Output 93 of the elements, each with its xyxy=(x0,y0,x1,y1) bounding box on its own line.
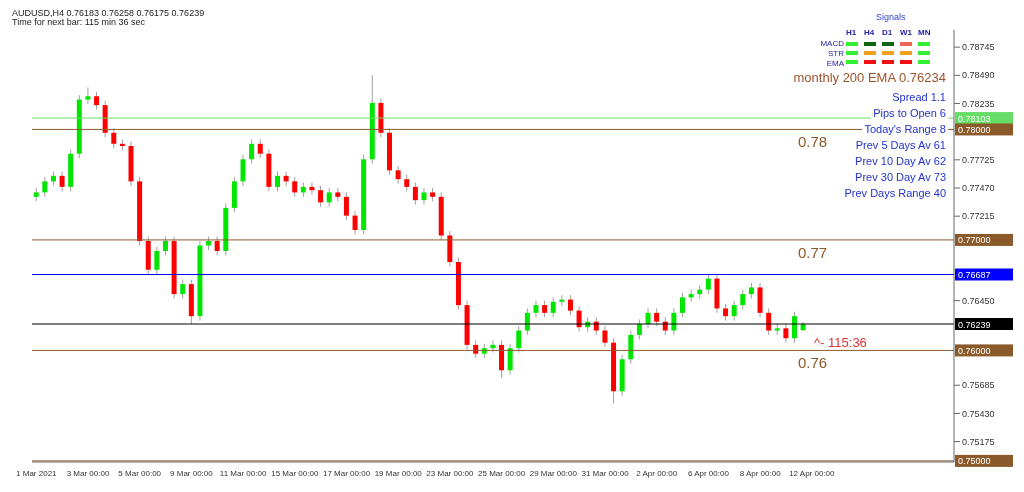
candlestick xyxy=(111,127,117,149)
ref-line-label: 0.78000 xyxy=(958,124,991,135)
x-tick-label: 1 Mar 2021 xyxy=(16,468,58,478)
x-tick-label: 15 Mar 00:00 xyxy=(271,468,319,478)
candlestick xyxy=(524,307,530,336)
annotation: MN xyxy=(918,28,931,37)
annotation: Prev Days Range 40 xyxy=(842,187,948,199)
ref-line-label: 0.75000 xyxy=(958,456,991,467)
x-tick-label: 19 Mar 00:00 xyxy=(374,468,423,478)
annotation: H4 xyxy=(864,28,875,37)
candlestick xyxy=(326,187,332,208)
chart-title: AUDUSD,H4 0.76183 0.76258 0.76175 0.76239 xyxy=(12,8,205,18)
candlestick xyxy=(249,138,255,165)
chart-subtitle: Time for next bar: 115 min 36 sec xyxy=(12,17,146,27)
y-tick-label: 0.78745 xyxy=(962,42,995,53)
candlestick xyxy=(154,246,160,275)
y-tick-label: 0.77725 xyxy=(962,155,995,166)
annotation: Spread 1.1 xyxy=(890,91,948,103)
ref-line-label: 0.76239 xyxy=(958,319,991,330)
y-tick-label: 0.75685 xyxy=(962,380,995,391)
ref-line-label: 0.76000 xyxy=(958,345,991,356)
annotation: EMA xyxy=(826,59,844,69)
x-tick-label: 3 Mar 00:00 xyxy=(66,468,110,478)
candlestick xyxy=(550,296,556,318)
annotation: MACD xyxy=(820,39,844,49)
candlestick xyxy=(602,325,608,348)
annotation: W1 xyxy=(900,28,912,37)
annotation: Today's Range 8 xyxy=(862,123,948,135)
candlestick xyxy=(352,210,358,235)
x-tick-label: 25 Mar 00:00 xyxy=(478,468,526,478)
ref-line-label: 0.76687 xyxy=(958,270,991,281)
x-tick-label: 8 Apr 00:00 xyxy=(739,468,782,478)
candlestick xyxy=(162,236,168,256)
candlestick xyxy=(292,176,298,198)
annotation: Prev 30 Day Av 73 xyxy=(853,171,948,183)
x-tick-label: 29 Mar 00:00 xyxy=(529,468,578,478)
annotation: 0.76 xyxy=(798,354,828,372)
candlestick xyxy=(85,86,91,105)
text: Signals xyxy=(876,12,906,22)
candlestick xyxy=(214,236,220,256)
y-tick-label: 0.77470 xyxy=(962,183,995,194)
x-tick-label: 9 Mar 00:00 xyxy=(170,468,214,478)
candlestick xyxy=(783,323,789,344)
y-tick-label: 0.78490 xyxy=(962,70,995,81)
candlestick xyxy=(567,294,573,316)
candlestick xyxy=(42,176,48,198)
candlestick xyxy=(318,185,324,208)
annotation: 0.77 xyxy=(798,243,828,261)
annotation: D1 xyxy=(882,28,893,37)
candlestick xyxy=(343,191,349,221)
annotation: monthly 200 EMA 0.76234 xyxy=(793,70,946,85)
candlestick xyxy=(507,343,513,376)
candlestick xyxy=(792,311,797,344)
candlestick xyxy=(679,292,685,318)
x-tick-label: 12 Apr 00:00 xyxy=(789,468,836,478)
candlestick xyxy=(59,170,65,192)
x-tick-label: 2 Apr 00:00 xyxy=(636,468,678,478)
x-tick-label: 6 Apr 00:00 xyxy=(687,468,730,478)
candlestick xyxy=(274,170,280,192)
annotation: Pips to Open 6 xyxy=(871,107,948,119)
x-tick-label: 5 Mar 00:00 xyxy=(118,468,162,478)
annotation: Prev 5 Days Av 61 xyxy=(853,139,948,151)
candlestick xyxy=(180,279,186,299)
x-tick-label: 23 Mar 00:00 xyxy=(426,468,475,478)
candlestick xyxy=(421,187,427,206)
y-tick-label: 0.77215 xyxy=(962,211,995,222)
x-tick-label: 31 Mar 00:00 xyxy=(581,468,630,478)
annotation: H1 xyxy=(846,28,857,37)
y-tick-label: 0.75430 xyxy=(962,408,995,419)
candlestick xyxy=(240,154,246,187)
candlestick xyxy=(516,325,522,354)
candlestick xyxy=(645,307,651,329)
y-tick-label: 0.76450 xyxy=(962,295,995,306)
candlestick xyxy=(636,318,642,340)
annotation: Prev 10 Day Av 62 xyxy=(853,155,948,167)
candlestick xyxy=(731,300,737,322)
x-tick-label: 17 Mar 00:00 xyxy=(322,468,371,478)
annotation: ^- 115:36 xyxy=(814,335,867,351)
y-tick-label: 0.75175 xyxy=(962,436,995,447)
candlestick xyxy=(395,165,401,185)
annotation: STR xyxy=(828,49,844,59)
x-tick-label: 11 Mar 00:00 xyxy=(219,468,267,478)
candlestick xyxy=(533,300,539,318)
candlestick xyxy=(257,138,263,159)
candlestick xyxy=(412,181,418,206)
ref-line-label: 0.77000 xyxy=(958,235,991,246)
candlestick xyxy=(740,289,746,311)
annotation: 0.78 xyxy=(798,133,828,151)
y-tick-label: 0.78235 xyxy=(962,98,995,109)
ref-line-label: 0.78103 xyxy=(958,113,991,124)
candlestick xyxy=(705,273,711,295)
candlestick xyxy=(766,307,772,336)
candlestick xyxy=(671,307,677,336)
